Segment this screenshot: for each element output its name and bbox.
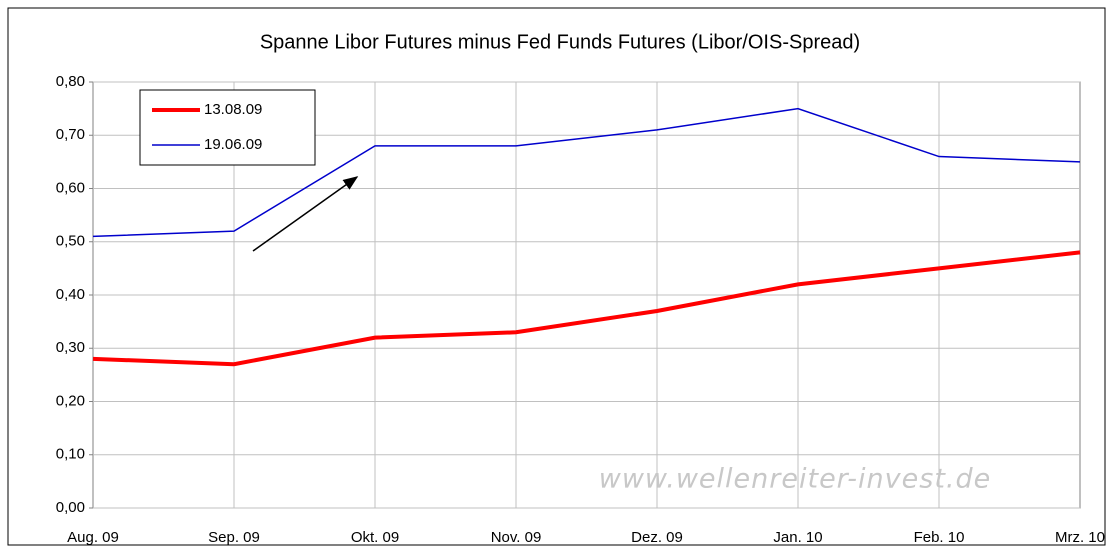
x-tick-label: Feb. 10: [914, 529, 965, 546]
x-tick-label: Sep. 09: [208, 529, 260, 546]
legend-label: 19.06.09: [204, 136, 262, 153]
y-tick-label: 0,00: [56, 499, 85, 516]
line-series: [92, 250, 1081, 367]
x-tick-label: Aug. 09: [67, 529, 119, 546]
watermark: www.wellenreiter-invest.de: [599, 464, 992, 495]
y-tick-label: 0,50: [56, 233, 85, 250]
y-tick-label: 0,70: [56, 126, 85, 143]
y-tick-label: 0,10: [56, 446, 85, 463]
x-tick-label: Mrz. 10: [1055, 529, 1105, 546]
y-tick-label: 0,40: [56, 286, 85, 303]
y-tick-label: 0,60: [56, 179, 85, 196]
x-tick-label: Dez. 09: [631, 529, 683, 546]
chart-title: Spanne Libor Futures minus Fed Funds Fut…: [260, 31, 860, 53]
y-tick-label: 0,30: [56, 339, 85, 356]
y-tick-label: 0,20: [56, 392, 85, 409]
legend-box: [139, 89, 316, 166]
legend-label: 13.08.09: [204, 101, 262, 118]
line-series: [92, 107, 1081, 238]
x-tick-label: Jan. 10: [773, 529, 822, 546]
x-tick-label: Nov. 09: [491, 529, 542, 546]
x-tick-label: Okt. 09: [351, 529, 399, 546]
arrow: [252, 176, 359, 252]
y-tick-label: 0,80: [56, 73, 85, 90]
